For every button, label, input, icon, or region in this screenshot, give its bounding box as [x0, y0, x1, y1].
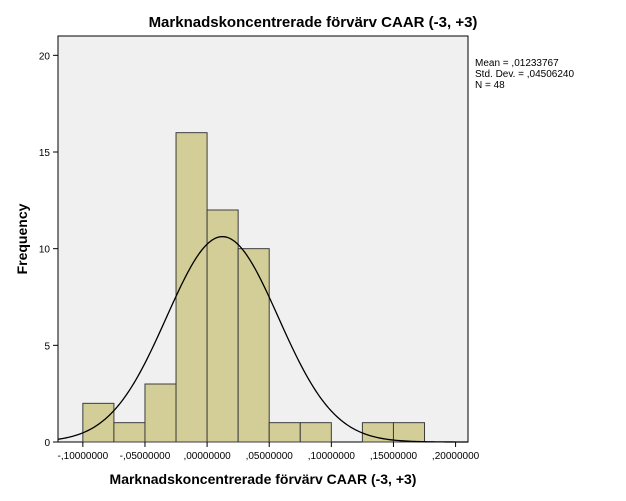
- histogram-bar: [299, 422, 332, 443]
- stat-n: N = 48: [475, 80, 505, 91]
- x-tick-label: ,10000000: [308, 451, 356, 462]
- y-tick-label: 20: [39, 51, 51, 62]
- stat-mean: Mean = ,01233767: [475, 58, 559, 69]
- normal-curve: [57, 235, 469, 443]
- statistics-box: Mean = ,01233767 Std. Dev. = ,04506240 N…: [475, 58, 574, 91]
- histogram-bars: [82, 132, 426, 443]
- x-axis-ticks: -,10000000 -,05000000 ,00000000 ,05000000 ,1…: [58, 442, 480, 462]
- y-tick-label: 5: [44, 341, 50, 352]
- y-axis-label: Frequency: [14, 203, 30, 274]
- histogram-bar: [268, 422, 301, 443]
- x-tick-label: -,05000000: [120, 451, 171, 462]
- y-tick-label: 0: [44, 438, 50, 449]
- x-tick-label: ,20000000: [432, 451, 480, 462]
- histogram-bar: [113, 422, 146, 443]
- histogram-bar: [82, 402, 115, 443]
- y-axis-ticks: 0 5 10 15 20: [39, 51, 58, 449]
- histogram-bar: [392, 422, 426, 443]
- histogram-bar: [206, 209, 239, 443]
- x-tick-label: ,00000000: [183, 451, 231, 462]
- x-tick-label: ,15000000: [370, 451, 418, 462]
- x-axis-label: Marknadskoncentrerade förvärv CAAR (-3, …: [110, 471, 417, 487]
- chart-title: Marknadskoncentrerade förvärv CAAR (-3, …: [149, 14, 478, 31]
- x-tick-label: ,05000000: [246, 451, 294, 462]
- y-tick-label: 10: [39, 245, 51, 256]
- histogram-bar: [237, 248, 270, 443]
- stat-std-dev: Std. Dev. = ,04506240: [475, 69, 574, 80]
- histogram-bar: [144, 383, 177, 443]
- histogram-bar: [175, 132, 208, 443]
- x-tick-label: -,10000000: [58, 451, 109, 462]
- y-tick-label: 15: [39, 148, 51, 159]
